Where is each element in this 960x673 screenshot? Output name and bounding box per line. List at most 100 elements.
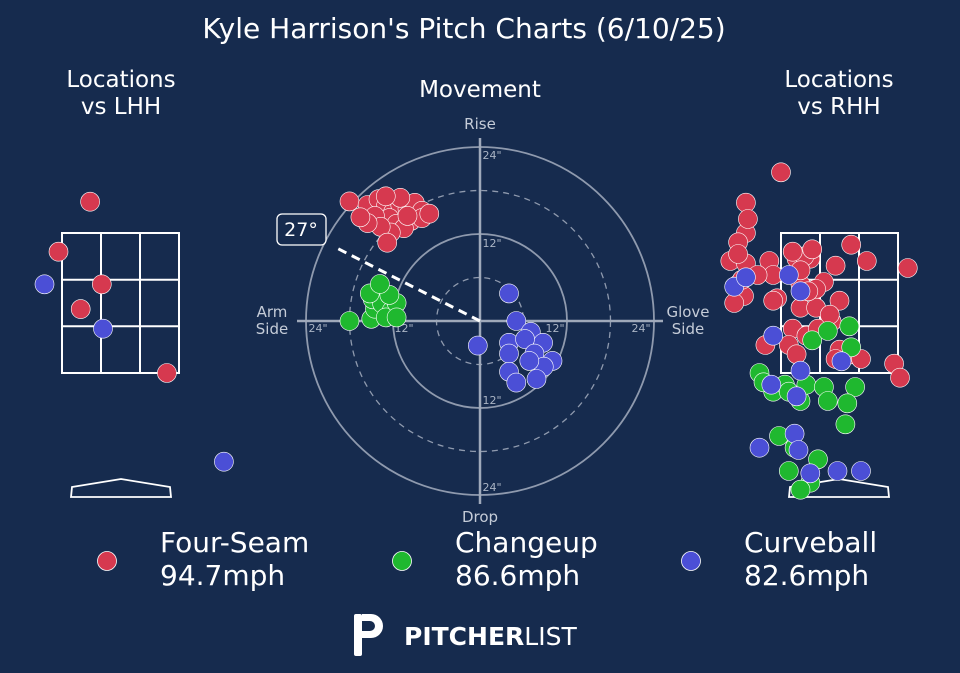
rhh-four-seam-point [856, 251, 877, 271]
movement-curveball-point [499, 283, 519, 304]
rhh-curveball-point [736, 267, 756, 288]
movement-four-seam-point [339, 191, 360, 212]
legend-name-four-seam: Four-Seam [160, 526, 309, 559]
movement-rise-label: Rise [464, 115, 496, 133]
rhh-four-seam-point [782, 241, 803, 262]
rhh-four-seam-point [897, 258, 918, 278]
lhh-curveball-point [34, 274, 55, 295]
movement-panel: Rise Drop Arm Side Glove Side 12" 24" 12… [256, 115, 710, 526]
lhh-home-plate [70, 478, 172, 498]
brand-wordmark-bold: PITCHER [404, 622, 524, 651]
lhh-title-line2: vs LHH [81, 94, 161, 120]
ring-label-right-24: 24" [631, 322, 650, 335]
chart-title: Kyle Harrison's Pitch Charts (6/10/25) [202, 12, 725, 45]
lhh-four-seam-point [48, 241, 69, 262]
ring-label-up-24: 24" [482, 149, 501, 162]
rhh-changeup-point [778, 461, 799, 481]
rhh-pitch-points [720, 162, 918, 500]
rhh-four-seam-point [890, 367, 910, 388]
pitcherlist-p-icon [354, 614, 383, 656]
rhh-four-seam-point [738, 209, 758, 229]
rhh-four-seam-point [841, 234, 862, 255]
lhh-strike-zone [61, 232, 180, 374]
movement-changeup-point [370, 274, 390, 294]
rhh-curveball-point [790, 281, 811, 302]
movement-curveball-point [467, 335, 488, 356]
movement-curveball-point [499, 343, 519, 364]
lhh-curveball-point [214, 451, 234, 472]
rhh-curveball-point [786, 386, 807, 407]
movement-changeup-point [386, 307, 407, 328]
ring-label-left-24: 24" [308, 322, 327, 335]
arm-angle-badge: 27° [276, 213, 327, 246]
movement-curveball-point [506, 311, 527, 331]
rhh-curveball-point [761, 374, 782, 395]
legend-velo-changeup: 86.6mph [455, 559, 580, 592]
rhh-curveball-point [800, 463, 821, 484]
legend-name-changeup: Changeup [455, 526, 598, 559]
movement-four-seam-point [375, 186, 396, 207]
lhh-location-panel [34, 191, 234, 498]
lhh-four-seam-point [92, 274, 112, 295]
rhh-changeup-point [845, 377, 865, 397]
rhh-changeup-point [841, 337, 862, 358]
legend-velo-curveball: 82.6mph [744, 559, 869, 592]
rhh-changeup-point [839, 316, 860, 337]
movement-drop-label: Drop [462, 508, 498, 526]
rhh-four-seam-point [736, 192, 756, 213]
ring-label-up-12: 12" [482, 237, 501, 250]
rhh-four-seam-point [825, 255, 846, 276]
legend: Four-Seam 94.7mph Changeup 86.6mph Curve… [97, 526, 877, 592]
rhh-changeup-point [790, 479, 811, 500]
movement-four-seam-point [397, 206, 418, 226]
ring-label-down-12: 12" [482, 394, 501, 407]
lhh-four-seam-point [70, 299, 91, 319]
rhh-curveball-point [827, 461, 848, 481]
lhh-pitch-points [34, 191, 234, 472]
ring-label-down-24: 24" [482, 481, 501, 494]
rhh-curveball-point [749, 437, 770, 458]
lhh-title-line1: Locations [66, 67, 175, 93]
legend-velo-four-seam: 94.7mph [160, 559, 285, 592]
legend-marker-four-seam [97, 551, 117, 571]
movement-curveball-point [506, 372, 527, 393]
pitcherlist-logo: PITCHERLIST [354, 614, 577, 656]
rhh-location-panel [720, 162, 918, 500]
movement-four-seam-point [377, 232, 398, 253]
rhh-changeup-point [817, 391, 838, 411]
rhh-four-seam-point [771, 162, 791, 183]
rhh-curveball-point [784, 423, 805, 444]
rhh-four-seam-point [763, 290, 784, 311]
rhh-home-plate [788, 478, 890, 498]
arm-angle-label: 27° [284, 219, 318, 241]
arm-angle-line [337, 247, 481, 323]
rhh-curveball-point [763, 325, 784, 346]
movement-ring-labels: 12" 24" 12" 24" 12" 24" 12" 24" [308, 149, 650, 494]
movement-four-seam-point [350, 207, 371, 228]
rhh-curveball-point [778, 265, 799, 285]
rhh-changeup-point [817, 321, 838, 341]
ring-label-right-12: 12" [545, 322, 564, 335]
rhh-title-line2: vs RHH [797, 94, 880, 120]
rhh-curveball-point [790, 360, 811, 381]
movement-title: Movement [419, 77, 541, 103]
movement-arm-label-1: Arm [257, 303, 288, 321]
rhh-four-seam-point [728, 244, 748, 264]
rhh-curveball-point [831, 351, 852, 372]
movement-curveball-point [519, 351, 540, 371]
movement-glove-label-1: Glove [666, 303, 709, 321]
legend-marker-changeup [392, 551, 412, 571]
rhh-four-seam-point [786, 344, 807, 365]
rhh-four-seam-point [829, 290, 850, 311]
movement-four-seam-point [419, 203, 440, 224]
brand-wordmark-light: LIST [524, 622, 577, 651]
movement-arm-label-2: Side [256, 320, 288, 338]
rhh-changeup-point [802, 330, 823, 351]
rhh-title-line1: Locations [784, 67, 893, 93]
legend-name-curveball: Curveball [744, 526, 877, 559]
lhh-four-seam-point [157, 363, 177, 383]
brand-wordmark: PITCHERLIST [404, 622, 577, 651]
lhh-four-seam-point [80, 191, 100, 212]
movement-glove-label-2: Side [672, 320, 704, 338]
